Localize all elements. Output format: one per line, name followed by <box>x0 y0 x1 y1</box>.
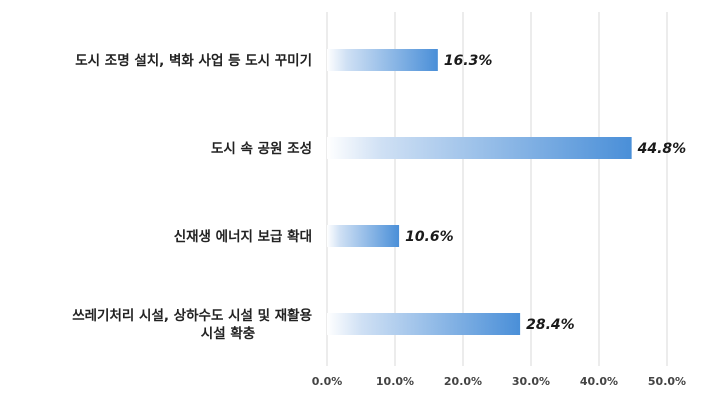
data-label: 10.6% <box>405 229 454 245</box>
x-axis-ticks: 0.0% 10.0% 20.0% 30.0% 40.0% 50.0% <box>312 375 686 388</box>
bar <box>327 313 521 335</box>
x-tick-label: 10.0% <box>376 375 414 388</box>
bars <box>327 49 632 335</box>
bar <box>327 225 400 247</box>
category-label: 도시 속 공원 조성 <box>211 141 312 157</box>
data-label: 44.8% <box>637 141 687 157</box>
x-tick-label: 0.0% <box>312 375 343 388</box>
bar <box>327 137 632 159</box>
value-labels: 16.3% 44.8% 10.6% 28.4% <box>405 53 686 333</box>
category-label: 신재생 에너지 보급 확대 <box>174 228 312 245</box>
x-tick-label: 20.0% <box>444 375 482 388</box>
data-label: 28.4% <box>526 317 575 333</box>
category-label: 쓰레기처리 시설, 상하수도 시설 및 재활용 <box>72 307 312 324</box>
category-label: 시설 확충 <box>201 325 255 342</box>
x-tick-label: 50.0% <box>648 375 686 388</box>
bar <box>327 49 438 71</box>
x-tick-label: 40.0% <box>580 375 618 388</box>
category-label: 도시 조명 설치, 벽화 사업 등 도시 꾸미기 <box>75 52 312 69</box>
x-tick-label: 30.0% <box>512 375 550 388</box>
data-label: 16.3% <box>444 53 493 69</box>
